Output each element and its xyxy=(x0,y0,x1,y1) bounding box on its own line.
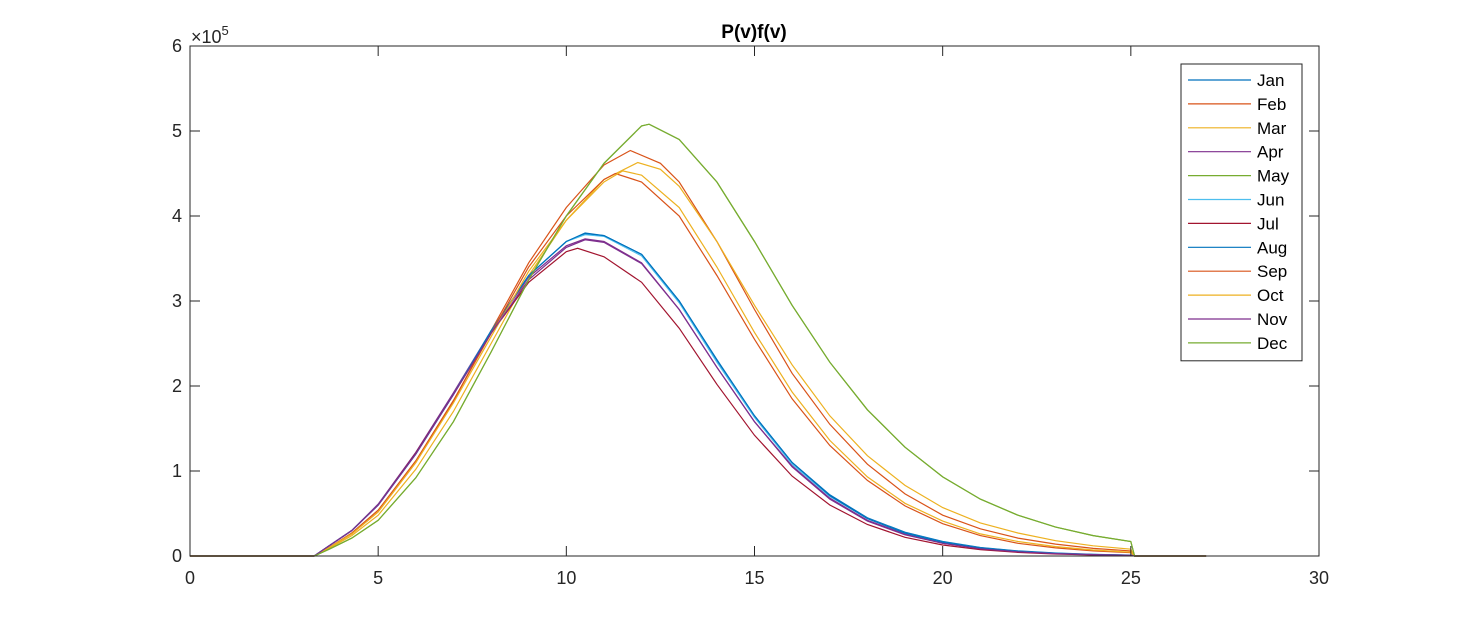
x-tick-label: 5 xyxy=(373,568,383,588)
series-line-dec xyxy=(190,123,1207,557)
legend-label-mar: Mar xyxy=(1257,119,1287,138)
series-line-nov xyxy=(190,239,1207,557)
legend-label-feb: Feb xyxy=(1257,95,1286,114)
series-layer xyxy=(190,123,1207,557)
y-tick-label: 5 xyxy=(172,121,182,141)
y-tick-label: 4 xyxy=(172,206,182,226)
y-tick-label: 1 xyxy=(172,461,182,481)
legend-label-sep: Sep xyxy=(1257,262,1287,281)
legend-label-jul: Jul xyxy=(1257,214,1279,233)
x-tick-label: 15 xyxy=(744,568,764,588)
series-line-mar xyxy=(190,161,1207,557)
legend-label-apr: Apr xyxy=(1257,143,1284,162)
y-tick-label: 0 xyxy=(172,546,182,566)
x-tick-label: 0 xyxy=(185,568,195,588)
x-tick-label: 25 xyxy=(1121,568,1141,588)
y-tick-label: 6 xyxy=(172,36,182,56)
plot-area xyxy=(190,46,1319,556)
legend-label-oct: Oct xyxy=(1257,286,1284,305)
legend-label-jan: Jan xyxy=(1257,71,1284,90)
legend-label-dec: Dec xyxy=(1257,334,1288,353)
chart-title: P(v)f(v) xyxy=(721,22,786,43)
axis-layer: 0 5 10 15 20 25 30 0 1 2 3 4 5 6 xyxy=(172,36,1329,588)
legend-label-jun: Jun xyxy=(1257,191,1284,210)
x-tick-label: 10 xyxy=(556,568,576,588)
x-tick-label: 20 xyxy=(933,568,953,588)
x-tick-label: 30 xyxy=(1309,568,1329,588)
legend-box xyxy=(1180,63,1303,362)
legend-label-may: May xyxy=(1257,167,1290,186)
legend-label-aug: Aug xyxy=(1257,238,1287,257)
legend-label-nov: Nov xyxy=(1257,310,1288,329)
legend: Jan Feb Mar Apr May Jun Jul Aug Sep Oct Nov Dec xyxy=(1180,63,1303,362)
series-line-sep xyxy=(190,172,1207,557)
y-axis-multiplier: ×105 xyxy=(191,23,229,47)
y-tick-label: 2 xyxy=(172,376,182,396)
series-line-oct xyxy=(190,170,1207,557)
y-tick-label: 3 xyxy=(172,291,182,311)
